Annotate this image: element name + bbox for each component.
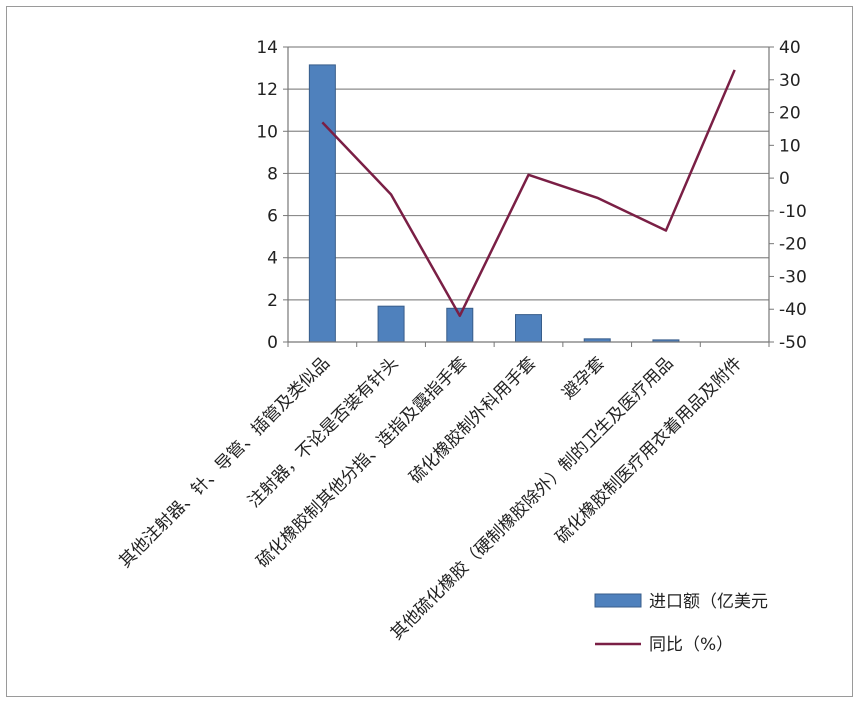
legend: 进口额（亿美元 同比（%） [594,592,768,655]
bar [308,64,336,343]
bar [515,314,542,343]
category-label: 硫化橡胶制外科用手套 [406,353,540,487]
bar [377,305,405,343]
left-axis-ticks: 0 2 4 6 8 10 12 14 [256,38,278,353]
line-series [321,69,736,318]
right-tick-label: 20 [779,104,801,124]
left-tick-label: 2 [267,291,278,311]
left-tick-label: 14 [256,38,278,58]
right-tick-label: -40 [779,300,807,320]
legend-bar-swatch [594,593,642,608]
right-tick-label: 0 [779,169,790,189]
right-tick-label: 40 [779,38,801,58]
legend-line-label: 同比（%） [649,635,733,655]
right-tick-label: 30 [779,71,801,91]
right-tick-label: 10 [779,136,801,156]
legend-bar-label: 进口额（亿美元 [649,592,768,612]
left-tick-label: 8 [267,164,278,184]
left-tick-label: 4 [267,249,278,269]
yoy-line [321,69,736,318]
chart-frame: 0 2 4 6 8 10 12 14 -50 -40 -30 -20 -10 0 10 20 30 40 其他注… [6,6,853,697]
axes [283,46,774,347]
left-tick-label: 6 [267,207,278,227]
left-tick-label: 0 [267,333,278,353]
right-tick-label: -20 [779,235,807,255]
category-label: 避孕套 [559,353,609,403]
grid-lines [288,46,769,301]
left-tick-label: 12 [256,80,278,100]
right-axis-ticks: -50 -40 -30 -20 -10 0 10 20 30 40 [779,38,807,353]
left-tick-label: 10 [256,122,278,142]
right-tick-label: -30 [779,267,807,287]
right-tick-label: -50 [779,333,807,353]
right-tick-label: -10 [779,202,807,222]
